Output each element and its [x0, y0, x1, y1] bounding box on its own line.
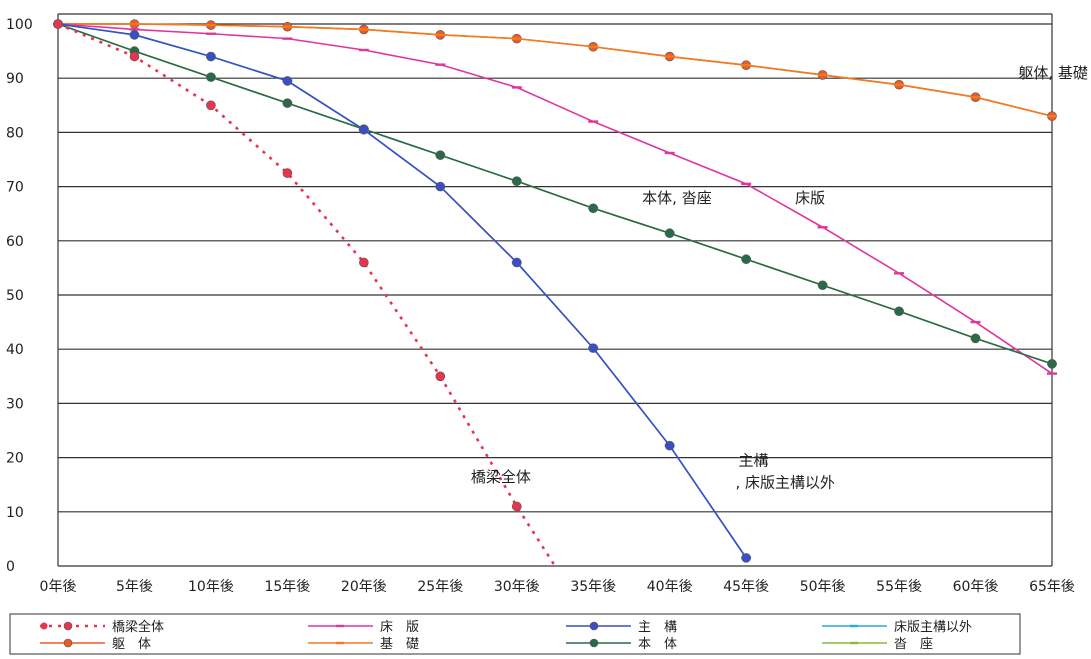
legend-label: 橋梁全体	[112, 619, 164, 635]
series-line-3	[58, 23, 1053, 117]
y-tick-labels: 0 10 20 30 40 50 60 70 80 90 100	[6, 17, 33, 575]
data-point	[435, 371, 446, 382]
data-point	[511, 501, 522, 512]
series-line-1	[58, 23, 1053, 117]
annotation-label: 床版	[795, 189, 825, 207]
y-tick-label: 20	[6, 451, 24, 467]
data-point	[894, 306, 904, 317]
legend-box	[9, 613, 1021, 655]
series-line-2	[57, 23, 1053, 375]
data-point	[588, 203, 599, 214]
legend-marker	[63, 621, 73, 631]
legend-label: 躯 体	[112, 636, 151, 652]
data-point	[588, 343, 599, 353]
legend-marker	[40, 622, 48, 630]
data-point	[206, 72, 216, 82]
legend-label: 基 礎	[380, 637, 419, 652]
data-point	[206, 100, 216, 111]
y-tick-label: 30	[6, 396, 24, 412]
data-point	[282, 76, 293, 86]
legend-label: 本 体	[638, 637, 677, 652]
annotation-label: 本体, 沓座	[642, 189, 712, 207]
data-point	[359, 124, 369, 135]
x-tick-label: 60年後	[953, 579, 999, 595]
series-line-6	[57, 23, 747, 559]
legend-marker	[589, 621, 599, 631]
legend-marker	[589, 638, 599, 648]
y-tick-label: 40	[6, 342, 24, 358]
y-tick-label: 10	[6, 505, 24, 521]
data-point	[359, 257, 369, 268]
x-tick-label: 40年後	[647, 579, 693, 595]
annotation-label: , 床版主構以外	[735, 473, 835, 491]
x-tick-label: 50年後	[800, 579, 846, 595]
series-line-0	[57, 22, 557, 567]
series-line-4	[57, 23, 747, 559]
data-point	[435, 181, 446, 192]
x-tick-label: 20年後	[341, 579, 387, 595]
series-line-5	[57, 23, 1053, 365]
y-tick-label: 90	[6, 71, 24, 87]
x-tick-label: 30年後	[494, 579, 540, 595]
data-point	[282, 98, 293, 108]
x-tick-label: 25年後	[417, 579, 463, 595]
legend-marker	[63, 638, 73, 648]
plot-series	[53, 19, 1057, 567]
data-point	[970, 333, 981, 344]
legend-label: 主 構	[638, 620, 677, 635]
data-point	[129, 30, 140, 40]
legend-label: 床版主構以外	[894, 620, 972, 635]
data-point	[53, 19, 63, 29]
annotation-label: 躯体, 基礎	[1018, 64, 1088, 82]
x-tick-label: 55年後	[876, 579, 922, 595]
x-tick-label: 45年後	[723, 579, 769, 595]
data-point	[664, 440, 675, 451]
data-point	[129, 51, 140, 62]
data-point	[741, 553, 751, 563]
data-point	[741, 254, 751, 265]
x-tick-label: 15年後	[264, 579, 310, 595]
y-tick-label: 70	[6, 180, 24, 196]
x-tick-label: 65年後	[1029, 579, 1075, 595]
data-point	[435, 150, 446, 160]
x-tick-label: 10年後	[188, 579, 234, 595]
x-tick-label: 5年後	[116, 579, 153, 595]
annotation-label: 橋梁全体	[471, 468, 531, 486]
data-point	[206, 51, 216, 62]
y-tick-label: 100	[6, 17, 33, 33]
legend-label: 床 版	[380, 620, 419, 635]
x-tick-label: 0年後	[40, 579, 77, 595]
y-tick-label: 50	[6, 288, 24, 304]
x-tick-labels: 0年後 5年後 10年後 15年後 20年後 25年後 30年後 35年後 40年後 45年後 50…	[40, 579, 1075, 595]
data-point	[511, 257, 522, 268]
grid-lines	[58, 23, 1052, 513]
legend-label: 沓 座	[894, 637, 933, 652]
y-tick-label: 80	[6, 125, 24, 141]
data-point	[1047, 359, 1057, 369]
data-point	[511, 176, 522, 186]
data-point	[282, 168, 293, 178]
annotation-label: 主構	[739, 452, 769, 470]
data-point	[664, 228, 675, 239]
axes	[57, 13, 1053, 567]
x-tick-label: 35年後	[570, 579, 616, 595]
y-tick-label: 60	[6, 234, 24, 250]
data-point	[817, 280, 828, 291]
y-tick-label: 0	[6, 559, 15, 575]
